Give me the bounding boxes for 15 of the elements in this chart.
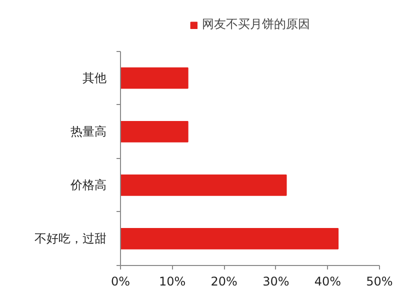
bar	[120, 67, 188, 89]
y-tick-label: 热量高	[70, 124, 106, 139]
bar	[120, 120, 188, 142]
x-tick-label: 50%	[366, 274, 393, 288]
legend-label: 网友不买月饼的原因	[202, 16, 310, 33]
x-tick-label: 30%	[262, 274, 290, 288]
y-tick-label: 其他	[82, 71, 106, 86]
y-tick-label: 价格高	[70, 178, 106, 192]
y-tick-label: 不好吃，过甜	[34, 232, 106, 246]
x-tick-label: 10%	[158, 274, 186, 288]
x-tick-label: 20%	[210, 274, 238, 288]
x-tick-label: 40%	[314, 274, 342, 288]
bar	[120, 228, 339, 250]
x-tick-label: 0%	[110, 274, 130, 288]
bar	[120, 174, 287, 196]
